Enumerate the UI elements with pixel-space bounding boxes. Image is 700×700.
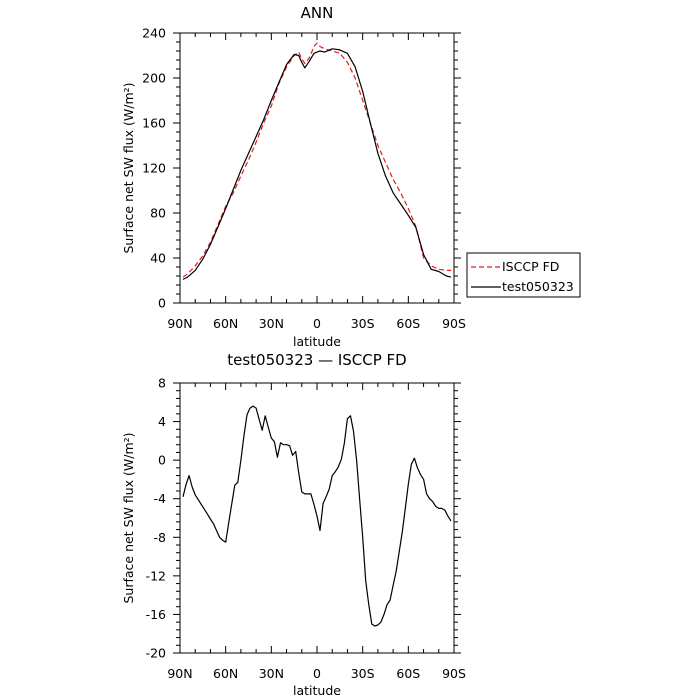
- top-xtick-label: 90S: [442, 316, 466, 331]
- top-panel: ANN 90N 60N 30N 0 30S 60S 90S 0 40 80 120 160 200 240…: [121, 4, 581, 349]
- legend-box: [466, 252, 581, 298]
- top-series-line-isccp-fd: [182, 42, 451, 278]
- top-plot-frame: [179, 32, 455, 304]
- top-xtick-label: 60S: [396, 316, 420, 331]
- bottom-ytick-label: 4: [158, 414, 166, 429]
- bottom-xtick-label: 90N: [167, 666, 192, 681]
- top-ytick-label: 120: [142, 161, 166, 176]
- legend-label-isccp-fd: ISCCP FD: [502, 259, 559, 274]
- bottom-ticks: 90N 60N 30N 0 30S 60S 90S -20 -16 -12 -8 -4 0 4 8: [146, 376, 466, 682]
- top-ytick-label: 80: [150, 206, 166, 221]
- top-series: [182, 42, 452, 280]
- top-xtick-label: 90N: [167, 316, 192, 331]
- bottom-ylabel: Surface net SW flux (W/m²): [121, 432, 136, 603]
- top-ytick-label: 160: [142, 116, 166, 131]
- top-xtick-label: 30N: [259, 316, 284, 331]
- top-ytick-label: 200: [142, 71, 166, 86]
- top-xtick-label: 30S: [351, 316, 375, 331]
- bottom-panel: test050323 — ISCCP FD 90N 60N 30N 0 30S 60S 90…: [121, 351, 466, 698]
- bottom-xtick-label: 60S: [396, 666, 420, 681]
- bottom-xtick-label: 30N: [259, 666, 284, 681]
- top-series-line-test050323: [182, 48, 452, 280]
- bottom-ytick-label: -8: [154, 530, 167, 545]
- top-xtick-label: 0: [313, 316, 321, 331]
- legend-label-test050323: test050323: [502, 279, 574, 294]
- bottom-ytick-label: 0: [158, 453, 166, 468]
- top-ticks: 90N 60N 30N 0 30S 60S 90S 0 40 80 120 160 200 240: [142, 26, 466, 332]
- bottom-plot-frame: [179, 382, 455, 654]
- top-xtick-label: 60N: [213, 316, 238, 331]
- bottom-ytick-label: -16: [146, 607, 166, 622]
- bottom-title: test050323 — ISCCP FD: [227, 351, 407, 369]
- top-ytick-label: 0: [158, 296, 166, 311]
- top-xlabel: latitude: [293, 334, 341, 349]
- top-ytick-label: 40: [150, 251, 166, 266]
- bottom-series-line-difference: [182, 405, 452, 627]
- top-ytick-label: 240: [142, 26, 166, 41]
- bottom-xtick-label: 30S: [351, 666, 375, 681]
- top-ylabel: Surface net SW flux (W/m²): [121, 82, 136, 253]
- bottom-xlabel: latitude: [293, 683, 341, 698]
- bottom-ytick-label: -12: [146, 568, 166, 583]
- bottom-series: [182, 405, 452, 627]
- legend: ISCCP FD test050323: [466, 252, 581, 298]
- bottom-xtick-label: 90S: [442, 666, 466, 681]
- bottom-xtick-label: 0: [313, 666, 321, 681]
- bottom-ytick-label: 8: [158, 376, 166, 391]
- bottom-ytick-label: -20: [146, 646, 166, 661]
- top-title: ANN: [301, 4, 334, 22]
- bottom-ytick-label: -4: [154, 491, 167, 506]
- bottom-xtick-label: 60N: [213, 666, 238, 681]
